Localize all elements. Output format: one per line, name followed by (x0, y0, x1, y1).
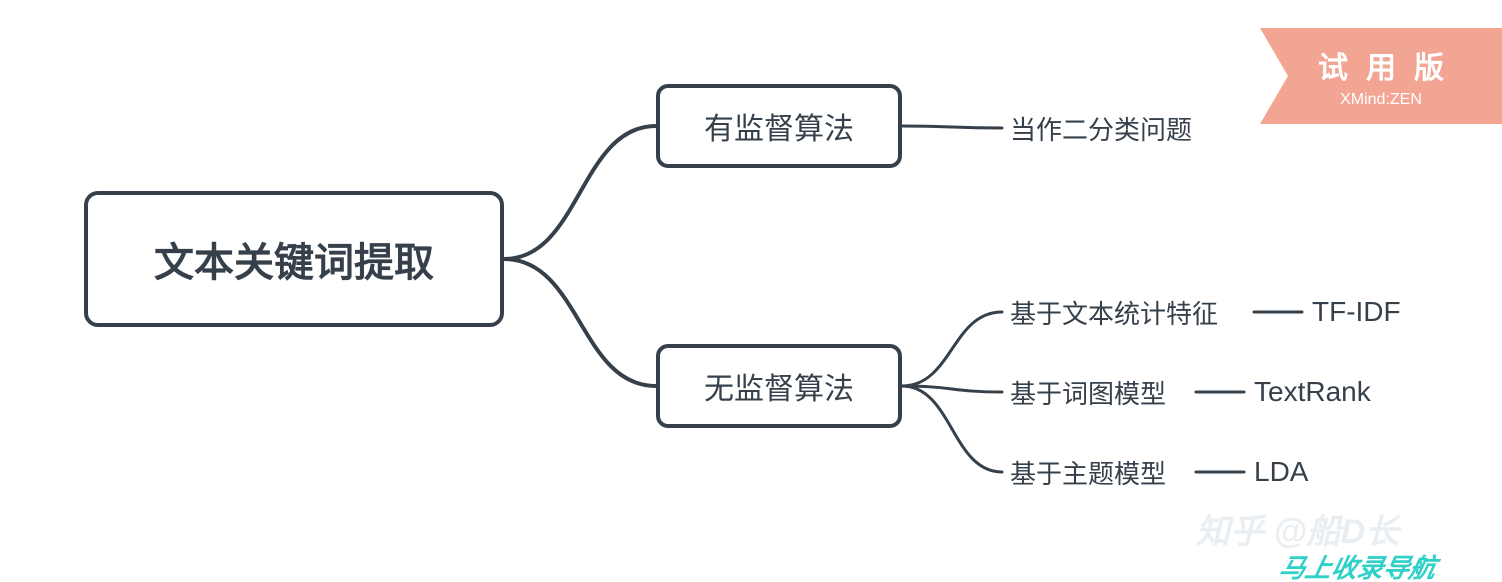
badge-subtitle: XMind:ZEN (1340, 91, 1422, 109)
subleaf-l2: TF-IDF (1312, 292, 1422, 332)
root-node: 文本关键词提取 (84, 191, 504, 327)
subleaf-l3: TextRank (1254, 372, 1404, 412)
xmind-trial-badge: 试用版 XMind:ZEN (1260, 28, 1502, 124)
leaf-l3: 基于词图模型 (1010, 372, 1186, 412)
leaf-l4: 基于主题模型 (1010, 452, 1186, 492)
leaf-l1: 当作二分类问题 (1010, 108, 1244, 148)
branch-node-b2: 无监督算法 (656, 344, 902, 428)
zhihu-watermark: 知乎 @船D长 (1196, 504, 1399, 553)
badge-title: 试用版 (1300, 43, 1462, 87)
branch-node-b1: 有监督算法 (656, 84, 902, 168)
leaf-l2: 基于文本统计特征 (1010, 292, 1244, 332)
mindmap-canvas: 试用版 XMind:ZEN 知乎 @船D长 马上收录导航 文本关键词提取 有监督算… (0, 0, 1502, 582)
nav-watermark: 马上收录导航 (1276, 548, 1440, 582)
subleaf-l4: LDA (1254, 452, 1326, 492)
